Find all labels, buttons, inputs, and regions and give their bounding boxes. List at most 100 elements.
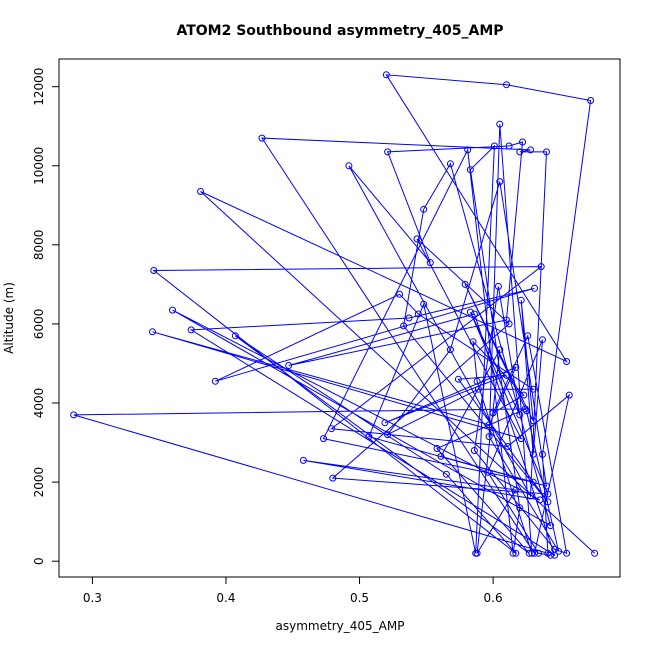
data-point xyxy=(464,146,472,154)
data-point xyxy=(529,450,537,458)
data-point xyxy=(466,166,474,174)
data-point xyxy=(197,188,205,195)
data-point xyxy=(485,421,493,429)
chart-title: ATOM2 Southbound asymmetry_405_AMP xyxy=(176,23,503,39)
data-point xyxy=(529,478,537,486)
data-point xyxy=(503,371,510,379)
data-point xyxy=(517,435,525,443)
data-point xyxy=(591,549,599,557)
y-axis-label: Altitude (m) xyxy=(2,282,16,354)
data-point xyxy=(517,296,525,304)
data-point xyxy=(544,498,552,506)
data-point xyxy=(485,433,493,441)
data-point xyxy=(466,308,474,316)
data-point xyxy=(543,148,550,156)
y-tick-label: 0 xyxy=(32,557,46,565)
data-point xyxy=(320,435,327,443)
x-tick-label: 0.5 xyxy=(350,591,369,605)
data-point xyxy=(563,549,571,557)
data-point xyxy=(527,492,534,500)
data-point xyxy=(484,468,492,476)
y-axis: 0 2000 4000 6000 8000 10000 12000 xyxy=(32,68,60,565)
data-point xyxy=(512,549,520,557)
data-point xyxy=(285,362,293,369)
data-point xyxy=(539,450,546,458)
data-point xyxy=(329,474,337,482)
data-point xyxy=(231,332,239,340)
data-point xyxy=(528,549,536,557)
series-line xyxy=(73,74,595,557)
data-point xyxy=(400,322,408,330)
data-point xyxy=(516,411,524,419)
y-tick-label: 6000 xyxy=(32,309,46,340)
data-point xyxy=(527,146,534,154)
data-point xyxy=(470,447,478,454)
data-point xyxy=(489,409,497,417)
y-tick-label: 8000 xyxy=(32,230,46,261)
y-tick-label: 10000 xyxy=(32,147,46,185)
data-point xyxy=(420,205,428,213)
data-point xyxy=(187,326,195,334)
data-point xyxy=(529,385,537,393)
x-tick-label: 0.4 xyxy=(216,591,235,605)
data-point xyxy=(446,160,454,168)
data-point xyxy=(442,470,450,478)
data-point xyxy=(299,456,307,464)
data-point xyxy=(509,549,517,557)
data-point xyxy=(396,290,404,298)
y-tick-label: 12000 xyxy=(32,68,46,106)
data-point xyxy=(525,549,533,557)
y-tick-label: 4000 xyxy=(32,388,46,419)
data-point xyxy=(426,259,434,267)
data-point xyxy=(512,486,520,494)
data-point xyxy=(555,547,563,555)
data-point xyxy=(473,377,481,385)
data-point xyxy=(547,551,554,559)
x-tick-label: 0.6 xyxy=(484,591,503,605)
data-point xyxy=(496,120,504,128)
y-tick-label: 2000 xyxy=(32,467,46,498)
data-point xyxy=(473,549,481,557)
data-point xyxy=(494,282,502,290)
data-point xyxy=(537,263,545,271)
data-point xyxy=(414,310,422,318)
data-point xyxy=(505,142,513,150)
data-point xyxy=(169,306,176,314)
x-axis: 0.3 0.4 0.5 0.6 xyxy=(83,576,503,605)
data-point xyxy=(461,280,469,288)
data-point xyxy=(531,549,538,557)
data-point xyxy=(519,138,526,146)
data-point xyxy=(469,338,477,346)
data-point xyxy=(535,549,542,557)
data-point xyxy=(365,433,373,441)
data-point xyxy=(381,419,389,427)
data-point xyxy=(512,363,520,371)
data-point xyxy=(150,267,158,274)
data-point xyxy=(521,405,529,413)
data-point xyxy=(503,81,510,89)
data-point xyxy=(496,346,504,354)
data-point xyxy=(551,545,559,553)
data-point xyxy=(516,504,524,512)
data-point xyxy=(437,452,445,460)
data-point xyxy=(446,346,454,354)
data-point xyxy=(149,328,156,336)
data-point xyxy=(433,445,441,452)
data-point xyxy=(516,148,524,156)
data-point xyxy=(524,332,532,340)
data-point xyxy=(520,391,528,399)
data-point xyxy=(413,235,421,243)
data-point xyxy=(384,431,392,439)
data-point xyxy=(504,443,512,450)
data-point xyxy=(565,391,573,399)
data-point xyxy=(547,522,554,530)
data-point xyxy=(470,310,478,318)
data-point xyxy=(563,358,571,365)
series-layer xyxy=(70,71,599,559)
data-point xyxy=(405,314,413,322)
data-point xyxy=(382,71,390,79)
data-point xyxy=(454,375,462,383)
x-axis-label: asymmetry_405_AMP xyxy=(276,619,405,633)
data-point xyxy=(384,148,392,156)
